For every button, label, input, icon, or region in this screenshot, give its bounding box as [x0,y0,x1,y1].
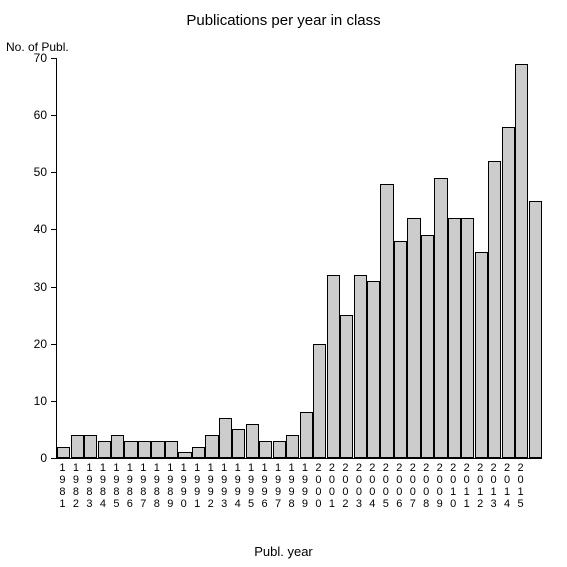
x-tick-label: 2 0 1 2 [477,462,484,510]
x-tick-label: 2 0 0 4 [369,462,376,510]
y-tick-label: 10 [34,394,47,408]
bar [515,64,528,458]
y-tick [51,287,57,288]
x-tick-label: 2 0 0 1 [329,462,336,510]
x-tick-label: 2 0 0 7 [410,462,417,510]
y-tick [51,172,57,173]
y-tick-label: 50 [34,165,47,179]
x-tick-label: 2 0 0 5 [383,462,390,510]
x-tick-label: 1 9 8 4 [100,462,107,510]
y-tick [51,58,57,59]
bar [394,241,407,458]
x-tick-label: 1 9 8 7 [140,462,147,510]
bar [232,429,245,458]
bar [461,218,474,458]
bar [178,452,191,458]
bar [354,275,367,458]
bar [138,441,151,458]
x-tick-label: 1 9 9 8 [288,462,295,510]
y-tick [51,344,57,345]
bar [124,441,137,458]
y-tick [51,458,57,459]
bar [502,127,515,458]
bar [246,424,259,458]
chart-title: Publications per year in class [0,12,567,29]
x-tick-label: 1 9 9 4 [235,462,242,510]
bar [273,441,286,458]
x-tick-label: 2 0 1 0 [450,462,457,510]
x-tick-label: 2 0 1 5 [517,462,524,510]
x-tick-label: 2 0 0 2 [342,462,349,510]
x-tick-label: 2 0 1 3 [491,462,498,510]
x-tick-label: 1 9 9 7 [275,462,282,510]
bar [434,178,447,458]
y-tick-label: 20 [34,337,47,351]
y-tick [51,229,57,230]
x-tick-label: 2 0 0 6 [396,462,403,510]
y-tick [51,115,57,116]
bars-group [57,58,542,458]
y-tick-label: 0 [40,451,47,465]
bar [165,441,178,458]
bar [448,218,461,458]
x-tick-label: 2 0 0 0 [315,462,322,510]
y-tick-label: 70 [34,51,47,65]
y-tick-label: 30 [34,280,47,294]
bar [300,412,313,458]
plot-area: 010203040506070 [56,58,542,459]
bar [529,201,542,458]
x-tick-label: 1 9 9 9 [302,462,309,510]
bar [407,218,420,458]
bar [192,447,205,458]
x-tick-label: 1 9 9 0 [181,462,188,510]
bar [475,252,488,458]
bar [380,184,393,458]
bar-chart: Publications per year in class No. of Pu… [0,0,567,567]
bar [313,344,326,458]
y-tick-label: 60 [34,108,47,122]
x-tick-label: 2 0 1 4 [504,462,511,510]
bar [205,435,218,458]
bar [84,435,97,458]
x-tick-label: 2 0 0 8 [423,462,430,510]
bar [259,441,272,458]
x-tick-label: 1 9 8 2 [73,462,80,510]
bar [340,315,353,458]
x-tick-label: 1 9 9 5 [248,462,255,510]
x-axis-label: Publ. year [0,544,567,559]
y-tick-label: 40 [34,222,47,236]
bar [219,418,232,458]
x-tick-label: 1 9 8 6 [127,462,134,510]
bar [421,235,434,458]
x-tick-label: 1 9 9 2 [208,462,215,510]
y-tick [51,401,57,402]
bar [71,435,84,458]
bar [327,275,340,458]
x-tick-label: 1 9 9 3 [221,462,228,510]
bar [111,435,124,458]
bar [151,441,164,458]
bar [98,441,111,458]
x-tick-label: 2 0 1 1 [464,462,471,510]
x-tick-label: 1 9 8 8 [154,462,161,510]
x-tick-label: 1 9 8 1 [59,462,66,510]
x-tick-label: 1 9 9 1 [194,462,201,510]
x-tick-label: 2 0 0 3 [356,462,363,510]
bar [367,281,380,458]
x-tick-label: 1 9 8 3 [86,462,93,510]
bar [57,447,70,458]
x-tick-label: 1 9 8 5 [113,462,120,510]
x-tick-label: 1 9 9 6 [262,462,269,510]
x-tick-label: 2 0 0 9 [437,462,444,510]
bar [488,161,501,458]
x-tick-label: 1 9 8 9 [167,462,174,510]
bar [286,435,299,458]
